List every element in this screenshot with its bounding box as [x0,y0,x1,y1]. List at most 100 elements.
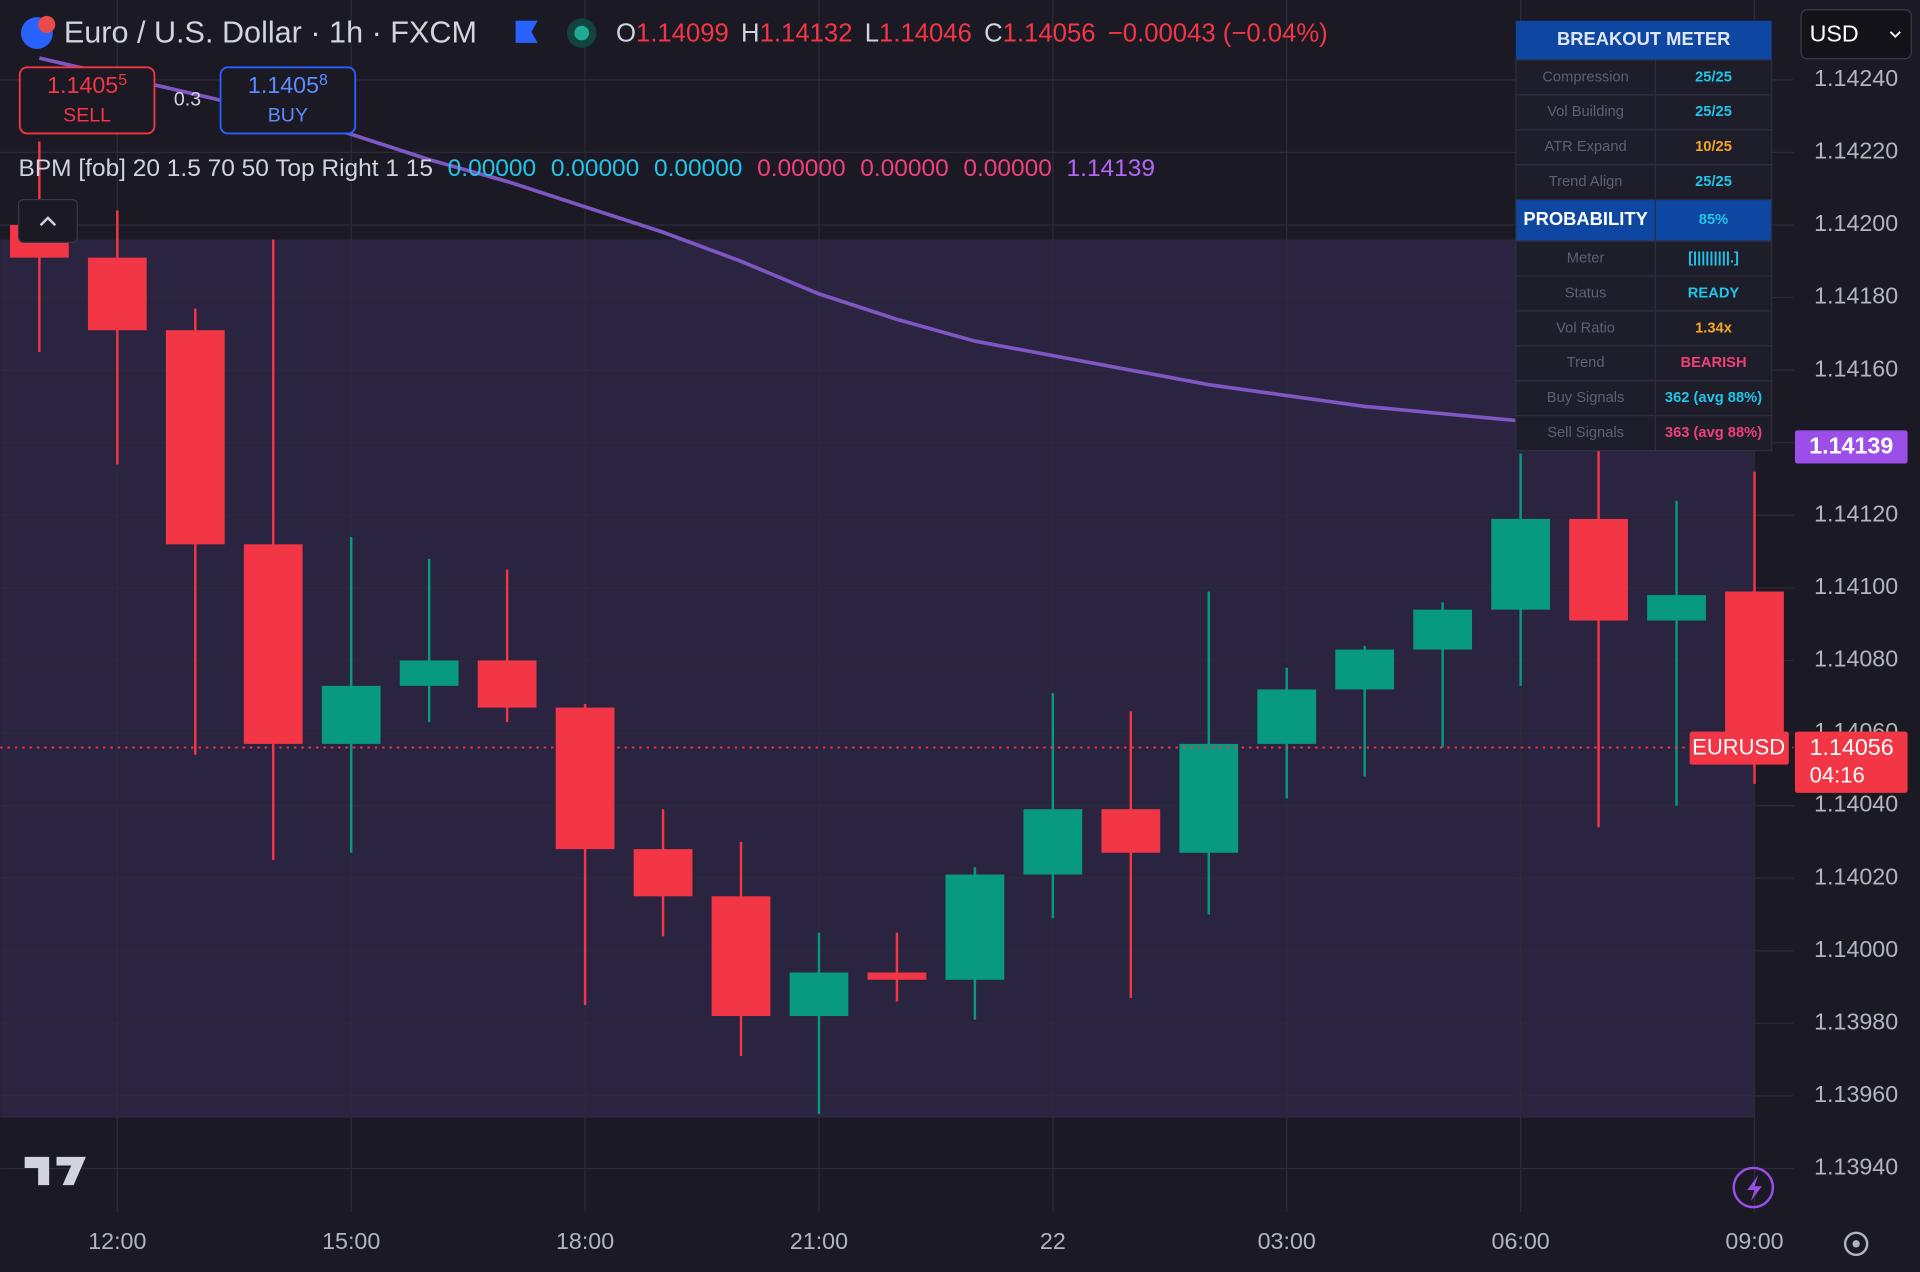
indicator-value: 0.00000 [551,156,639,183]
row-value: 1.34x [1695,320,1733,336]
sell-pip: 5 [118,72,127,89]
row-label: Buy Signals [1547,390,1625,406]
candle-body [399,660,459,686]
sell-price: 1.14055 [47,72,127,98]
y-tick-label: 1.14000 [1814,936,1898,962]
sell-price-main: 1.1405 [47,72,118,98]
table-row [1515,415,1773,452]
buy-price: 1.14058 [248,72,328,98]
last-price-label: 1.14056 [1810,734,1894,760]
y-tick-label: 1.14080 [1814,646,1898,672]
candle-body [1569,518,1628,621]
market-status [574,25,590,41]
y-tick-label: 1.14220 [1814,138,1898,164]
buy-pip: 8 [319,72,328,89]
table-row [1515,310,1773,347]
y-tick-label: 1.14100 [1814,573,1898,599]
candle-body [789,972,849,1017]
ohlc-value: 1.14046 [879,19,972,47]
currency-select[interactable] [1800,9,1912,60]
collapse-button[interactable] [17,198,78,244]
x-tick-label: 18:00 [556,1228,614,1254]
row-label: Meter [1567,250,1605,266]
x-tick-label: 03:00 [1258,1228,1316,1254]
buy-label: BUY [268,104,308,126]
indicator-value: 0.00000 [448,156,536,183]
candle-body [711,896,771,1017]
candle-body [87,257,147,331]
table-row [1515,59,1773,96]
row-value: BEARISH [1680,355,1746,371]
symbol-icon-flag [38,15,56,34]
row-label: Vol Building [1547,104,1624,120]
row-value: 25/25 [1695,104,1732,120]
settings-center [1852,1240,1860,1248]
row-value: READY [1688,285,1740,301]
candle-body [321,685,381,744]
buy-price-main: 1.1405 [248,72,319,98]
row-value: 10/25 [1695,139,1732,155]
candle-body [555,707,615,850]
x-tick-label: 21:00 [790,1228,848,1254]
row-value: 363 (avg 88%) [1665,425,1762,441]
x-tick-label: 15:00 [322,1228,380,1254]
candle-body [165,330,225,545]
candle-body [1413,609,1473,650]
candle-body [477,660,537,708]
y-tick-label: 1.14180 [1814,283,1898,309]
ohlc-key: C [984,19,1003,47]
settings-button[interactable] [1843,1231,1869,1257]
price-axis [1793,0,1920,1272]
ohlc-value: 1.14132 [760,19,853,47]
y-tick-label: 1.14240 [1814,65,1898,91]
time-axis [0,1212,1794,1272]
indicator-value: 0.00000 [757,156,845,183]
countdown: 04:16 [1810,763,1865,788]
logo [24,1156,86,1186]
candle-body [633,849,693,897]
candle-body [867,972,927,980]
candle-body [1491,518,1550,610]
y-tick-label: 1.14020 [1814,863,1898,889]
table-row [1515,380,1773,417]
candle-body [1179,743,1239,853]
candle-body [1023,809,1083,875]
table-row [1515,129,1773,166]
table-row [1515,198,1773,242]
last-price-box [1794,731,1908,793]
lightning-button[interactable] [1732,1166,1775,1209]
x-tick-label: 22 [1040,1228,1066,1254]
ohlc-value: 1.14099 [636,19,729,47]
ma-price-label: 1.14139 [1809,433,1893,459]
table-row [1515,240,1773,277]
row-value: [|||||||||.] [1688,250,1739,266]
indicator-value: 0.00000 [963,156,1051,183]
y-tick-label: 1.14200 [1814,210,1898,236]
candle-body [945,874,1005,980]
row-label: Compression [1542,69,1629,85]
table-row [1515,275,1773,312]
buy-button[interactable] [219,66,357,135]
y-tick-label: 1.14040 [1814,791,1898,817]
row-label: Trend Align [1549,174,1623,190]
indicator-label: BPM [fob] 20 1.5 70 50 Top Right 1 15 [19,156,433,183]
y-tick-label: 1.13940 [1814,1154,1898,1180]
symbol-box [1689,731,1789,765]
candle-body [243,544,303,744]
row-value: 25/25 [1695,174,1732,190]
sell-button[interactable] [18,66,156,135]
y-tick-label: 1.13980 [1814,1008,1898,1034]
candle-body [1101,809,1161,853]
table-row [1515,345,1773,382]
indicator-value: 0.00000 [860,156,948,183]
table-row [1515,94,1773,131]
ohlc-value: 1.14056 [1003,19,1096,47]
row-label: Sell Signals [1547,425,1624,441]
collapse-chevron [39,216,57,227]
candle-body [1647,595,1706,621]
indicator-line: BPM [fob] 20 1.5 70 50 Top Right 1 15 0.0… [19,156,1155,183]
header-line: Euro / U.S. Dollar · 1h · FXCM [64,15,477,49]
row-value: 362 (avg 88%) [1665,390,1762,406]
flag-icon [515,20,538,43]
